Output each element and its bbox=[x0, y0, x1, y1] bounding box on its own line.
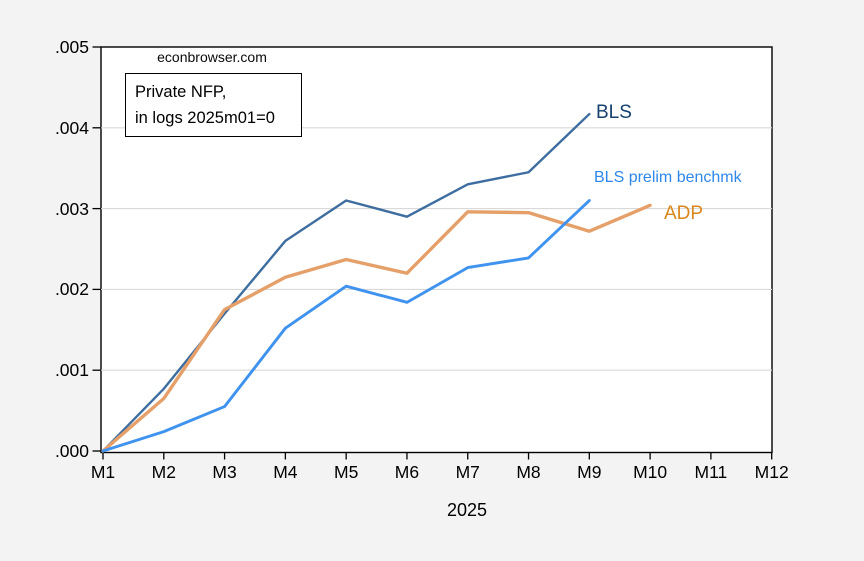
x-tick-label-m7: M7 bbox=[455, 462, 480, 482]
annotation-line2: in logs 2025m01=0 bbox=[135, 109, 275, 127]
axis-ticks bbox=[92, 46, 773, 460]
x-tick-label-m11: M11 bbox=[694, 462, 728, 482]
series-line-adp bbox=[101, 203, 652, 453]
x-tick-label-m5: M5 bbox=[334, 462, 359, 482]
annotation-box: Private NFP, in logs 2025m01=0 bbox=[125, 73, 302, 137]
series-line-bls bbox=[101, 112, 591, 453]
y-tick-label: .002 bbox=[54, 279, 89, 300]
x-tick-label-m6: M6 bbox=[394, 462, 420, 482]
series-label-bls: BLS bbox=[596, 102, 632, 123]
series-line-bls-prelim-benchmk bbox=[101, 199, 591, 453]
x-tick-label-m8: M8 bbox=[516, 462, 541, 482]
annotation-line1: Private NFP, bbox=[135, 83, 227, 101]
series-lines bbox=[101, 112, 652, 453]
watermark: econbrowser.com bbox=[157, 49, 267, 65]
x-tick-label-m4: M4 bbox=[273, 462, 298, 482]
x-tick-label-m9: M9 bbox=[577, 462, 602, 482]
y-tick-label: .003 bbox=[54, 198, 89, 219]
series-label-adp: ADP bbox=[664, 203, 704, 224]
y-tick-label: .005 bbox=[54, 37, 89, 57]
y-tick-label: .004 bbox=[54, 117, 89, 138]
x-tick-label-m10: M10 bbox=[633, 462, 668, 482]
x-tick-label-m3: M3 bbox=[212, 462, 237, 482]
x-tick-label-m1: M1 bbox=[90, 462, 116, 482]
series-label-bls-prelim-benchmk: BLS prelim benchmk bbox=[594, 169, 742, 186]
y-tick-label: .001 bbox=[54, 360, 89, 381]
x-axis-title: 2025 bbox=[446, 500, 488, 520]
gridlines bbox=[101, 127, 772, 371]
x-tick-label-m2: M2 bbox=[151, 462, 176, 482]
x-tick-label-m12: M12 bbox=[754, 462, 789, 482]
y-tick-label: .000 bbox=[54, 441, 89, 461]
